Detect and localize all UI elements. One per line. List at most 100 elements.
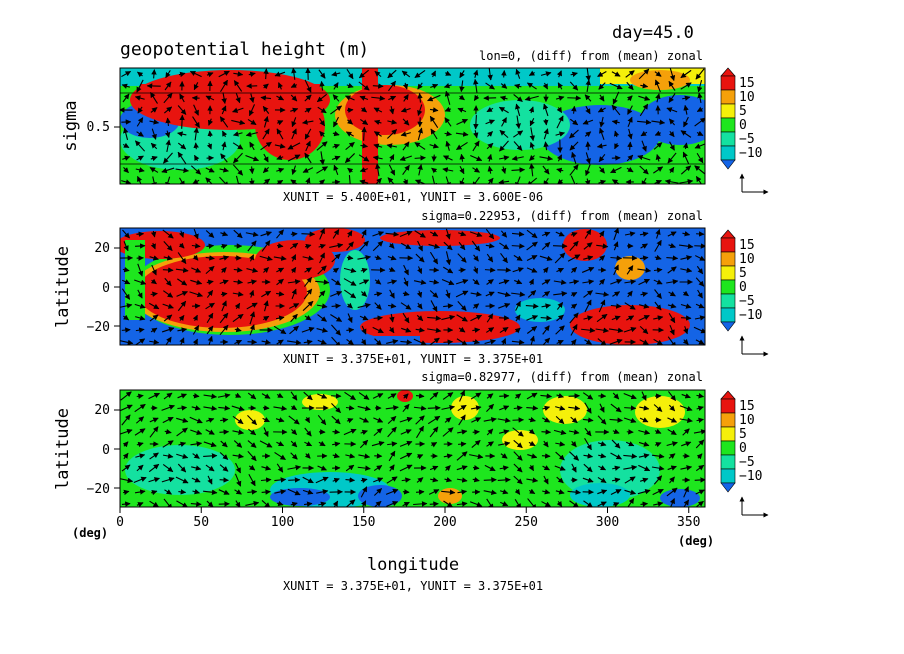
wind-vector [193, 228, 199, 240]
wind-vector [429, 501, 439, 507]
wind-vector [511, 155, 524, 161]
wind-vector [178, 242, 185, 249]
wind-vector [219, 477, 229, 483]
wind-vector [346, 302, 353, 309]
wind-vector [487, 153, 493, 162]
wind-vector [222, 130, 228, 138]
wind-vector [553, 279, 567, 285]
wind-vector [317, 393, 328, 399]
wind-vector [498, 179, 510, 184]
wind-vector [626, 154, 634, 162]
wind-vector [331, 324, 341, 336]
wind-vector [176, 417, 189, 423]
wind-vector [163, 290, 174, 298]
wind-vector [249, 178, 255, 184]
wind-vector [386, 476, 398, 484]
reference-vector [739, 496, 769, 518]
colorbar-level: −10 [739, 308, 762, 323]
wind-vector [457, 429, 468, 435]
wind-vector [332, 229, 340, 239]
wind-vector [359, 315, 369, 321]
wind-vector [429, 279, 440, 285]
wind-vector [163, 498, 173, 507]
wind-vector [585, 105, 591, 115]
wind-vector [372, 326, 384, 334]
wind-vector [134, 140, 146, 152]
wind-vector [443, 453, 453, 459]
wind-vector [192, 338, 198, 345]
wind-vector [599, 166, 605, 174]
wind-vector [205, 429, 215, 435]
wind-vector [400, 302, 412, 310]
wind-vector [637, 267, 652, 273]
wind-vector [191, 465, 202, 471]
wind-vector [583, 315, 594, 321]
wind-vector [668, 313, 676, 324]
wind-vector [445, 70, 452, 76]
wind-vector [148, 302, 160, 310]
wind-vector [165, 176, 171, 184]
wind-vector [275, 315, 285, 321]
panel2-ylabel: latitude [53, 246, 73, 328]
wind-vector [527, 290, 537, 298]
wind-vector [276, 392, 284, 398]
wind-vector [542, 325, 550, 335]
wind-vector [317, 314, 327, 322]
wind-vector [470, 392, 482, 400]
wind-vector [358, 392, 370, 400]
wind-vector [626, 166, 634, 173]
wind-vector [134, 303, 146, 309]
wind-vector [261, 500, 271, 507]
reference-vector [739, 173, 769, 195]
wind-vector [569, 451, 579, 461]
wind-vector [121, 288, 131, 300]
wind-vector [358, 81, 370, 91]
wind-vector [497, 417, 511, 423]
wind-vector [682, 231, 691, 237]
wind-vector [598, 255, 606, 261]
wind-vector [247, 339, 258, 345]
wind-vector [121, 414, 131, 426]
wind-vector [570, 339, 577, 345]
wind-vector [625, 70, 635, 78]
wind-vector [249, 93, 255, 103]
wind-vector [207, 118, 214, 126]
wind-vector [414, 142, 426, 150]
wind-vector [526, 254, 538, 262]
wind-vector [290, 179, 298, 184]
wind-vector [679, 243, 694, 249]
colorbar-level: −10 [739, 469, 762, 484]
wind-vector [483, 417, 497, 423]
wind-vector [484, 339, 496, 345]
wind-vector [232, 164, 244, 176]
wind-vector [387, 119, 398, 125]
wind-vector [263, 300, 269, 312]
wind-vector [178, 441, 187, 448]
wind-vector [472, 476, 480, 483]
wind-vector [291, 117, 297, 128]
wind-vector [444, 106, 452, 112]
wind-vector [276, 128, 284, 140]
wind-vector [682, 290, 689, 297]
wind-vector [261, 290, 272, 298]
wind-vector [694, 117, 705, 127]
wind-vector [137, 263, 144, 277]
wind-vector [122, 266, 130, 273]
wind-vector [385, 231, 400, 237]
wind-vector [150, 230, 157, 238]
wind-vector [556, 167, 564, 174]
wind-vector [597, 71, 607, 77]
wind-vector [528, 440, 536, 447]
wind-vector [582, 119, 594, 125]
wind-vector [595, 327, 609, 333]
wind-vector [429, 107, 439, 113]
wind-vector [207, 475, 213, 485]
wind-vector [400, 107, 411, 113]
colorbar-level: 15 [739, 399, 755, 414]
wind-vector [683, 116, 689, 128]
wind-vector [498, 441, 511, 447]
wind-vector [192, 254, 199, 261]
wind-vector [540, 71, 552, 77]
wind-vector [417, 266, 423, 275]
